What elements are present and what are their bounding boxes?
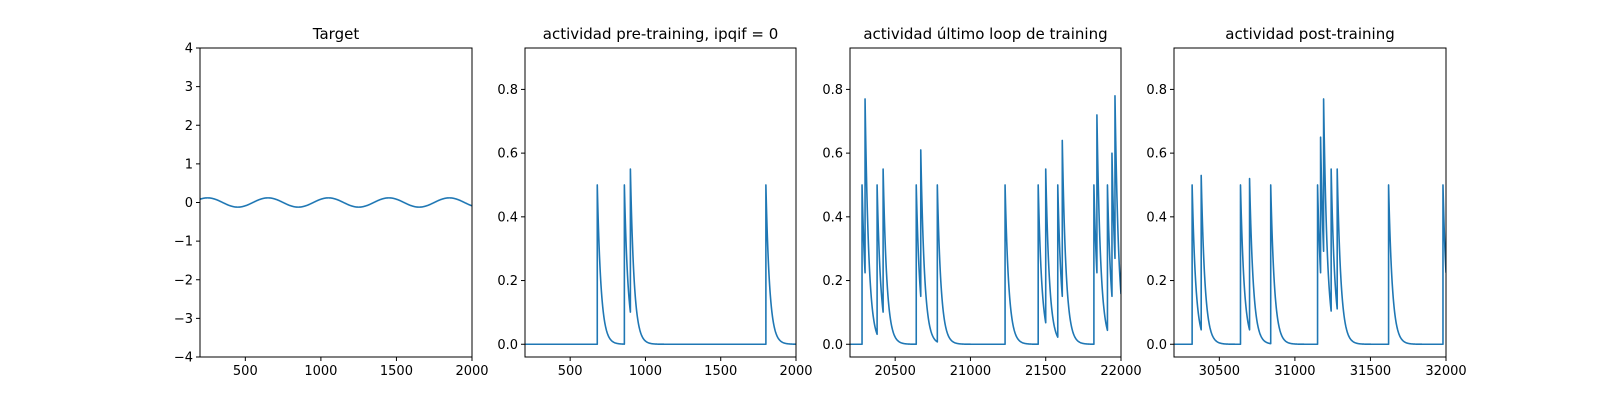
subplot-title: actividad pre-training, ipqif = 0 <box>543 25 779 43</box>
y-tick-label: 0.4 <box>822 210 843 225</box>
series-line-actividad <box>525 168 796 346</box>
y-tick-label: 2 <box>185 119 193 134</box>
series-line-actividad <box>1174 98 1446 346</box>
x-tick-label: 2000 <box>455 364 488 379</box>
x-tick-label: 30500 <box>1199 364 1240 379</box>
x-tick-label: 500 <box>558 364 583 379</box>
y-tick-label: 0.0 <box>1146 338 1167 353</box>
series-line-actividad <box>850 94 1121 346</box>
y-tick-label: −1 <box>174 235 193 250</box>
x-tick-label: 21000 <box>950 364 991 379</box>
axes-frame <box>1173 47 1447 358</box>
subplot-1: 500 1000 1500 2000 −4 −3 −2 −1 0 1 2 3 4 Target <box>174 25 489 379</box>
y-tick-label: 0.0 <box>822 338 843 353</box>
y-tick-label: −3 <box>174 312 193 327</box>
y-tick-label: −4 <box>174 351 193 366</box>
y-tick-label: 0.8 <box>822 83 843 98</box>
y-tick-label: 0.2 <box>497 274 518 289</box>
axes-frame <box>199 47 473 358</box>
x-tick-label: 21500 <box>1025 364 1066 379</box>
y-tick-label: 0.6 <box>497 147 518 162</box>
x-tick-label: 32000 <box>1425 364 1466 379</box>
y-tick-label: 0.8 <box>1146 83 1167 98</box>
axes-frame <box>524 47 797 358</box>
x-tick-label: 31000 <box>1274 364 1315 379</box>
x-tick-label: 22000 <box>1100 364 1141 379</box>
y-tick-label: −2 <box>174 273 193 288</box>
x-tick-label: 31500 <box>1350 364 1391 379</box>
y-tick-label: 0.2 <box>822 274 843 289</box>
y-tick-label: 0 <box>185 196 193 211</box>
series-line-target <box>200 197 472 208</box>
y-tick-label: 0.0 <box>497 338 518 353</box>
subplot-title: actividad post-training <box>1225 25 1394 43</box>
x-tick-label: 1000 <box>629 364 662 379</box>
y-tick-label: 4 <box>185 42 193 57</box>
x-tick-label: 2000 <box>779 364 812 379</box>
subplot-4: 30500 31000 31500 32000 0.0 0.2 0.4 0.6 0.8 activ… <box>1146 25 1466 379</box>
x-tick-label: 500 <box>233 364 258 379</box>
subplot-title: Target <box>312 25 360 43</box>
subplot-2: 500 1000 1500 2000 0.0 0.2 0.4 0.6 0.8 actividad … <box>497 25 812 379</box>
y-tick-label: 0.6 <box>822 147 843 162</box>
y-tick-label: 0.2 <box>1146 274 1167 289</box>
x-tick-label: 20500 <box>874 364 915 379</box>
y-tick-label: 0.4 <box>1146 210 1167 225</box>
y-tick-label: 0.6 <box>1146 147 1167 162</box>
y-tick-label: 1 <box>185 157 193 172</box>
x-tick-label: 1500 <box>704 364 737 379</box>
subplot-3: 20500 21000 21500 22000 0.0 0.2 0.4 0.6 0.8 activ… <box>822 25 1141 379</box>
y-tick-label: 3 <box>185 80 193 95</box>
y-tick-label: 0.8 <box>497 83 518 98</box>
x-tick-label: 1500 <box>380 364 413 379</box>
x-tick-label: 1000 <box>304 364 337 379</box>
axes-frame <box>849 47 1122 358</box>
y-tick-label: 0.4 <box>497 210 518 225</box>
subplot-title: actividad último loop de training <box>863 25 1107 43</box>
